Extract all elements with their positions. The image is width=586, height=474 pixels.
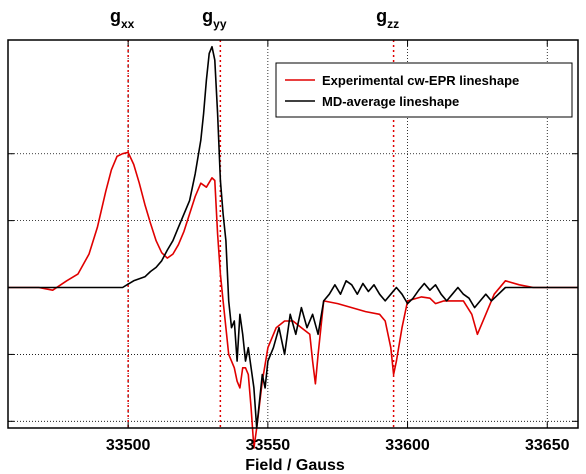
md-average-series-line — [8, 45, 578, 429]
g-marker-labels: gxx gyy gzz — [110, 6, 399, 31]
legend-label-experimental: Experimental cw-EPR lineshape — [322, 73, 519, 88]
x-tick-label-2: 33600 — [385, 437, 430, 454]
x-tick-labels: 33500 33550 33600 33650 — [106, 437, 570, 454]
x-tick-label-1: 33550 — [246, 437, 291, 454]
x-axis-title: Field / Gauss — [245, 457, 345, 474]
x-tick-label-0: 33500 — [106, 437, 151, 454]
x-tick-label-3: 33650 — [525, 437, 570, 454]
legend-box — [275, 62, 573, 118]
experimental-series-line — [8, 151, 578, 449]
plot-frame — [7, 39, 579, 429]
legend-label-md: MD-average lineshape — [322, 94, 459, 109]
gyy-label: gyy — [202, 6, 227, 31]
grid-lines — [8, 40, 578, 428]
gxx-label: gxx — [110, 6, 135, 31]
gzz-label: gzz — [376, 6, 399, 31]
series-lines — [8, 45, 578, 449]
x-axis-ticks — [8, 40, 578, 428]
legend: Experimental cw-EPR lineshape MD-average… — [275, 62, 573, 118]
